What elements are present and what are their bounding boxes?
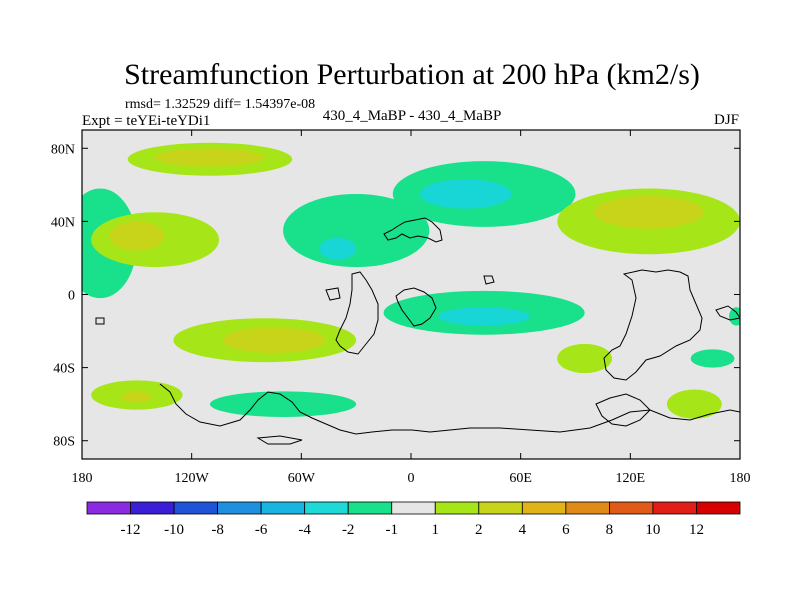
colorbar-label: -8 xyxy=(211,522,224,538)
chart-subtitle: 430_4_MaBP - 430_4_MaBP xyxy=(323,108,502,124)
coastline-africa xyxy=(395,287,437,327)
blob-southern-low xyxy=(209,391,357,417)
coastline-caribbean xyxy=(483,275,495,285)
colorbar-label: -1 xyxy=(385,522,398,538)
x-tick-label: 180 xyxy=(730,471,751,486)
coastline-australia xyxy=(595,393,651,427)
x-axis: 180 120W 60W 0 60E 120E 180 xyxy=(72,130,751,486)
blob-north-atlantic-core xyxy=(319,237,357,260)
colorbar-swatch xyxy=(521,501,567,515)
season-label: DJF xyxy=(714,112,739,128)
colorbar-swatch xyxy=(86,501,131,515)
colorbar-swatch xyxy=(173,501,218,515)
colorbar-label: -12 xyxy=(121,522,141,538)
x-tick-label: 120W xyxy=(175,471,210,486)
colorbar-label: 8 xyxy=(606,522,614,538)
colorbar-swatch xyxy=(696,501,741,515)
colorbar-swatch xyxy=(130,501,175,515)
colorbar-swatch xyxy=(478,501,523,515)
colorbar-swatch xyxy=(347,501,393,515)
colorbar-swatch xyxy=(609,501,654,515)
x-tick-label: 60W xyxy=(288,471,316,486)
colorbar-label: 4 xyxy=(519,522,527,538)
x-tick-label: 120E xyxy=(616,471,646,486)
x-tick-label: 60E xyxy=(509,471,532,486)
y-tick-label: 80S xyxy=(53,435,75,450)
y-axis: 80N 40N 0 40S 80S xyxy=(51,142,740,450)
blob-south-atlantic-core xyxy=(222,327,326,353)
blob-north-pacific-high-core xyxy=(109,221,165,251)
coastline-west xyxy=(95,317,105,325)
y-tick-label: 40S xyxy=(53,362,75,377)
blob-north-pacific-arctic-core xyxy=(155,148,265,167)
chart-title: Streamfunction Perturbation at 200 hPa (… xyxy=(124,58,700,91)
blob-west-pacific-high xyxy=(666,389,722,419)
colorbar-label: 12 xyxy=(689,522,704,538)
coastline-asia xyxy=(603,269,703,381)
colorbar-label: 1 xyxy=(432,522,440,538)
colorbar-label: 10 xyxy=(645,522,660,538)
blob-south-pacific-core xyxy=(122,391,152,403)
colorbar-label: 6 xyxy=(562,522,570,538)
colorbar-swatch xyxy=(217,501,262,515)
colorbar-swatch xyxy=(260,501,306,515)
colorbar-label: -4 xyxy=(298,522,311,538)
coastline-east xyxy=(715,305,740,321)
blob-north-atlantic-low xyxy=(283,193,430,268)
y-tick-label: 0 xyxy=(68,289,75,304)
blob-eurasia-core xyxy=(420,179,512,209)
x-tick-label: 0 xyxy=(408,471,415,486)
colorbar-label: -6 xyxy=(255,522,268,538)
colorbar-label: 2 xyxy=(475,522,483,538)
blob-east-low xyxy=(690,349,735,368)
coastline-antarctica xyxy=(159,383,740,435)
chart-stats: rmsd= 1.32529 diff= 1.54397e-08 xyxy=(125,97,315,112)
coastline-pacific-island xyxy=(256,435,303,445)
coastline-north-america xyxy=(325,287,341,301)
coastlines xyxy=(95,217,740,445)
coastline-europe-africa xyxy=(383,217,443,243)
colorbar-swatch xyxy=(434,501,480,515)
y-tick-label: 80N xyxy=(51,142,75,157)
blob-far-east-low xyxy=(729,307,740,326)
colorbar-swatch xyxy=(652,501,697,515)
blob-indian-core xyxy=(438,307,530,326)
colorbar-label: -10 xyxy=(164,522,184,538)
experiment-label: Expt = teYEi-teYDi1 xyxy=(82,113,210,129)
x-tick-label: 180 xyxy=(72,471,93,486)
colorbar-label: -2 xyxy=(342,522,355,538)
colorbar-swatch xyxy=(304,501,349,515)
colorbar: -12 -10 -8 -6 -4 -2 -1 1 2 4 6 8 10 12 xyxy=(86,501,741,538)
coastline-south-america xyxy=(335,271,379,355)
y-tick-label: 40N xyxy=(51,215,75,230)
blob-south-indian-high xyxy=(557,343,613,374)
blob-asia-high-core xyxy=(593,195,704,229)
colorbar-swatch xyxy=(391,501,436,515)
colorbar-swatch xyxy=(565,501,610,515)
